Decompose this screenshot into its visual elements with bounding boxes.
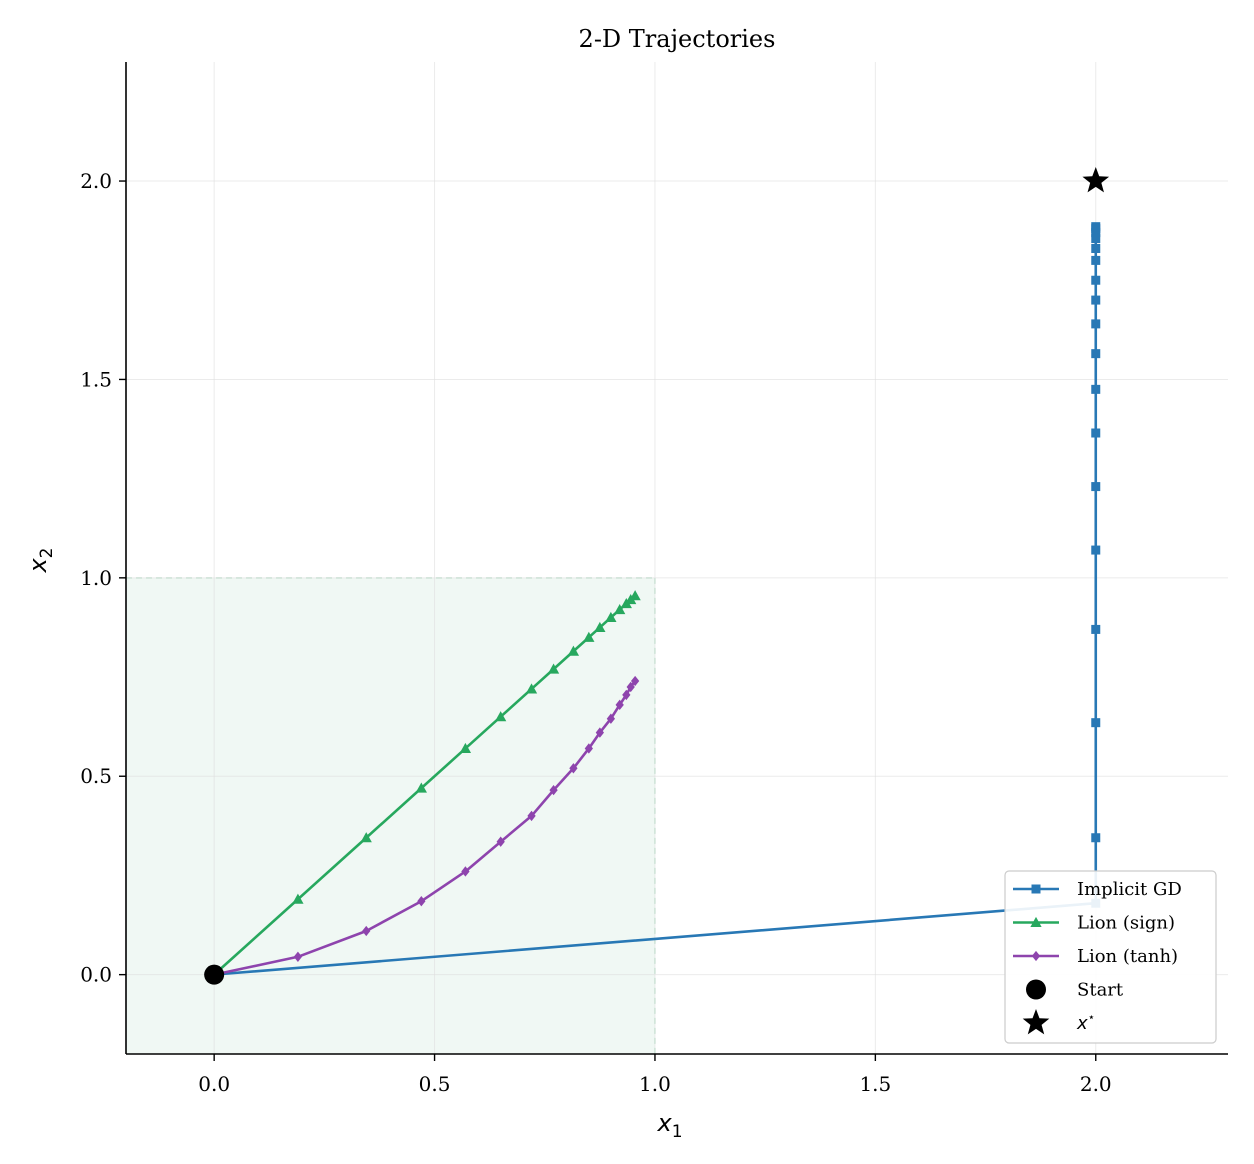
x-axis-label-sub: 1 [672,1122,683,1142]
x-tick-label: 1.5 [859,1072,891,1096]
data-point [1091,255,1101,265]
data-point [495,711,507,722]
y-tick-label: 1.5 [80,367,112,391]
y-tick-label: 0.0 [80,963,112,987]
data-point [605,611,617,623]
series-layer [213,222,1101,976]
legend-label-sup: ⋆ [1088,1010,1096,1024]
legend-label: Lion (sign) [1077,913,1175,934]
y-axis-label: x2 [24,547,57,573]
legend-label: Implicit GD [1077,879,1182,900]
y-tick-label: 2.0 [80,169,112,193]
data-point [1091,833,1101,843]
axes-layer [125,62,1228,1055]
points-layer [204,167,1110,985]
data-point [1091,222,1101,232]
data-point [496,836,505,847]
legend-swatch-marker [1022,1009,1050,1035]
grid-layer [126,62,1228,1054]
x-axis-label-main: x [656,1109,672,1137]
x-tick-label: 2.0 [1080,1072,1112,1096]
data-point [1091,319,1101,329]
data-point [1091,384,1101,394]
data-point [594,621,606,632]
x-axis-label: x1 [656,1109,682,1142]
y-tick-label: 0.5 [80,764,112,788]
series-lion-sign [213,590,641,976]
data-point [362,925,371,937]
plot-area [126,62,1228,1054]
data-point [415,782,427,793]
x-tick-label: 0.0 [198,1072,230,1096]
data-point [549,784,558,796]
legend-label: Start [1077,980,1124,1001]
x-tick-label: 0.5 [419,1072,451,1096]
data-point [547,663,560,674]
data-point [606,713,616,724]
data-point [459,742,472,753]
legend-swatch-marker [1031,884,1041,894]
series-line [213,680,637,976]
data-point [1091,718,1101,728]
data-point [626,681,635,693]
y-axis-label-sub: 2 [37,547,57,558]
legend-swatch-marker [1031,950,1041,962]
x-tick-label: 1.0 [639,1072,671,1096]
legend-swatch-marker [1030,916,1042,927]
legend-label: Lion (tanh) [1077,946,1178,967]
data-point [614,603,626,615]
ticks-layer: 0.0 0.5 1.0 1.5 2.0 0.0 0.5 1.0 1.5 2.0 [80,169,1111,1096]
data-point [1091,624,1101,634]
data-point [569,763,578,774]
data-point [360,832,372,843]
data-point [629,590,641,601]
legend-swatch-marker [1026,979,1046,1000]
y-tick-label: 1.0 [80,566,112,590]
data-point [1091,482,1101,492]
chart-title: 2-D Trajectories [579,25,776,53]
data-point [630,675,640,687]
y-axis-label-main: x [24,558,52,574]
data-point [1091,275,1101,285]
data-point [292,893,304,904]
data-point [1091,428,1101,438]
data-point [1091,545,1101,555]
data-point [461,866,470,877]
data-point [583,631,595,642]
data-point [1091,349,1101,359]
series-lion-tanh [213,675,640,976]
data-point [525,683,538,694]
data-point [527,810,536,822]
data-point [567,645,580,656]
optimum-star-marker [1082,167,1110,193]
data-point [1091,234,1101,244]
legend-frame [1004,870,1217,1044]
data-point [293,951,303,962]
data-point [1091,243,1101,253]
data-point [584,743,593,754]
start-point-marker [204,964,225,985]
data-point [1091,295,1101,305]
data-point [595,727,604,738]
data-point [615,699,624,710]
data-point [622,689,631,701]
data-point [417,896,426,907]
